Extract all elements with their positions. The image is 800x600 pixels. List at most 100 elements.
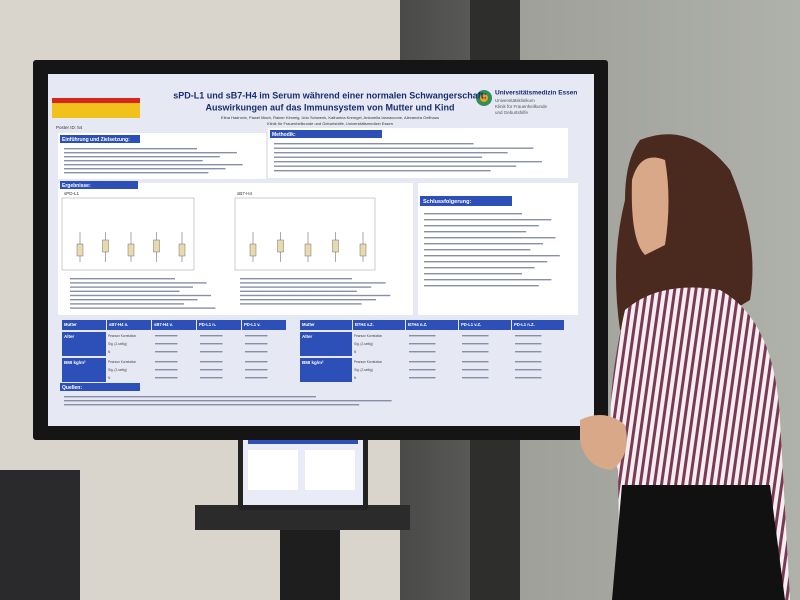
chair (0, 470, 80, 600)
table-cell-line (515, 343, 542, 345)
laptop-panel (248, 450, 298, 490)
table-cell-line (515, 351, 542, 353)
text-line (64, 148, 197, 150)
table-cell-line (515, 377, 542, 379)
text-line (274, 161, 542, 163)
table-header: B7H4 v.Z. (355, 322, 374, 327)
table-header-cell (152, 320, 196, 330)
box (249, 243, 257, 257)
table-cell-line (515, 335, 542, 337)
section-header (60, 181, 138, 189)
text-line (274, 147, 534, 149)
poster-title: sPD-L1 und sB7-H4 im Serum während einer… (173, 90, 487, 100)
table-cell-line (245, 343, 268, 345)
table-header: Mutter (302, 322, 315, 327)
table-stat-label: N (108, 350, 111, 354)
poster-id: Poster ID: 54 (56, 125, 83, 130)
text-line (70, 294, 211, 297)
table-stat-label: Sig. (2-seitig) (354, 342, 373, 346)
table-header-cell (353, 320, 405, 330)
chart-title: sPD-L1 (64, 191, 80, 196)
text-line (70, 299, 198, 301)
section-title: Ergebnisse: (62, 183, 91, 189)
section-header (60, 135, 140, 143)
logo-banner-stripe (52, 98, 140, 103)
text-line (240, 294, 391, 297)
text-line (424, 231, 527, 233)
section-title: Methodik: (272, 132, 296, 138)
box (153, 239, 160, 253)
section-title: Einführung und Zielsetzung: (62, 137, 130, 143)
table-cell-line (200, 369, 223, 371)
table-cell-line (409, 351, 436, 353)
table-cell-line (409, 361, 436, 363)
box (127, 243, 135, 257)
table-cell-line (462, 361, 489, 363)
table-row-head (62, 358, 106, 382)
table-stat-label: N (354, 350, 357, 354)
affiliation: Klinik für Frauenheilkunde und Geburtshi… (267, 121, 393, 126)
text-line (424, 279, 552, 281)
text-line (424, 285, 539, 287)
text-line (424, 219, 552, 221)
table-cell-line (245, 377, 268, 379)
table-cell-line (462, 335, 489, 337)
hands (580, 415, 627, 470)
text-line (424, 267, 535, 269)
table-cell-line (200, 351, 223, 353)
text-line (240, 290, 357, 292)
table-header: sB7-H4 v. (154, 322, 173, 327)
table-cell-line (409, 377, 436, 379)
table-cell-line (200, 335, 223, 337)
table-stat-label: Sig. (2-seitig) (108, 342, 127, 346)
box (304, 243, 312, 257)
text-line (274, 165, 517, 167)
logo-text: und Geburtshilfe (495, 110, 529, 115)
authors: Elina Hadrovic, Pawel Mach, Rainer Kimmi… (221, 115, 439, 120)
box (102, 239, 109, 253)
table-header-cell (459, 320, 511, 330)
section-header (60, 383, 140, 391)
text-line (70, 303, 184, 305)
text-line (424, 261, 548, 263)
table-stat-label: Pearson Korrelation (108, 334, 136, 338)
table-cell-line (462, 377, 489, 379)
table-header: PD-L1 v. (244, 322, 260, 327)
table-cell-line (155, 377, 178, 379)
table-stat-label: Pearson Korrelation (108, 360, 136, 364)
table-cell-line (462, 343, 489, 345)
text-line (240, 303, 362, 305)
table-cell-line (462, 369, 489, 371)
logo-text: Universitätsklinikum (495, 98, 535, 103)
table-stat-label: Pearson Korrelation (354, 334, 382, 338)
text-line (64, 168, 226, 170)
poster-title: Auswirkungen auf das Immunsystem von Mut… (205, 102, 454, 112)
table-cell-line (515, 361, 542, 363)
text-line (70, 307, 216, 309)
table-header-cell (107, 320, 151, 330)
text-line (64, 156, 220, 158)
text-line (70, 282, 207, 284)
table-cell-line (245, 335, 268, 337)
table-row-label: BMI kg/m² (302, 360, 324, 365)
text-line (424, 213, 522, 215)
box (332, 239, 339, 253)
table-cell-line (409, 343, 436, 345)
table-stat-label: Sig. (2-seitig) (108, 368, 127, 372)
table-cell-line (155, 351, 178, 353)
table-header: B7H4 n.Z. (408, 322, 427, 327)
text-line (424, 237, 556, 239)
table-header-cell (242, 320, 286, 330)
chart-frame (61, 197, 195, 271)
table-row-head (62, 332, 106, 356)
table-cell-line (245, 361, 268, 363)
text-line (64, 152, 237, 154)
table-cell-line (155, 361, 178, 363)
table-header: PD-L1 n. (199, 322, 216, 327)
table-header-cell (300, 320, 352, 330)
box (76, 243, 84, 257)
section-header (270, 130, 382, 138)
text-line (64, 404, 360, 406)
table-row-label: Alter (64, 334, 75, 339)
